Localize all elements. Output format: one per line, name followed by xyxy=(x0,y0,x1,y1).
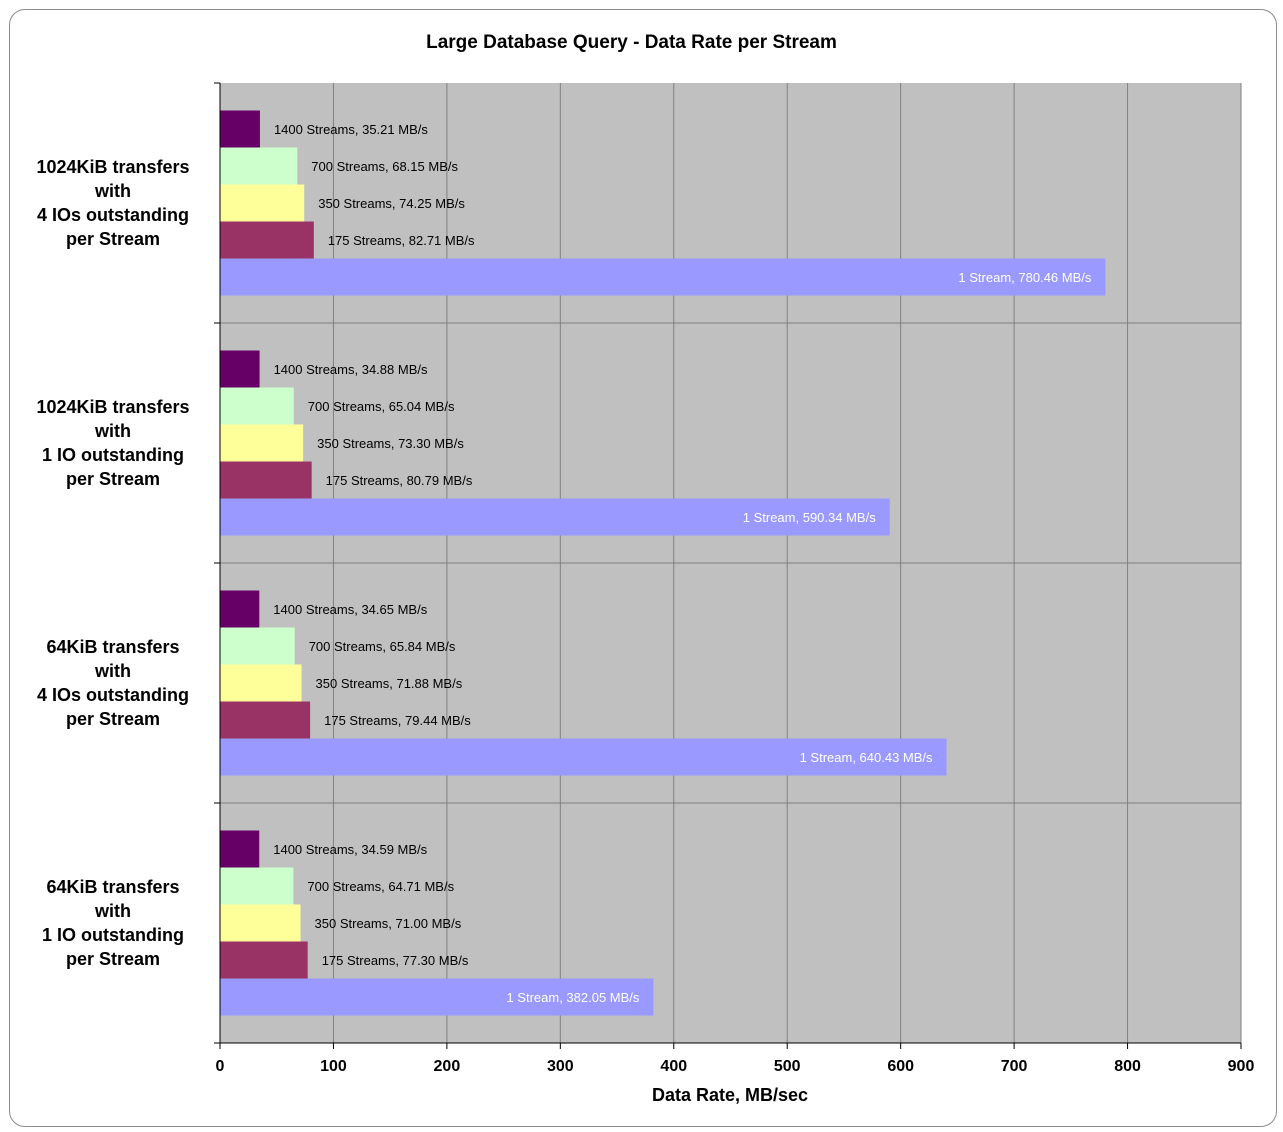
category-label: 1024KiB transfers with 1 IO outstanding per… xyxy=(36,397,189,489)
data-label: 1 Stream, 640.43 MB/s xyxy=(800,750,933,765)
data-label: 175 Streams, 82.71 MB/s xyxy=(328,233,475,248)
bar xyxy=(220,867,294,905)
data-label: 1400 Streams, 34.59 MB/s xyxy=(273,842,427,857)
bar xyxy=(220,904,301,942)
x-tick-label: 900 xyxy=(1228,1058,1255,1075)
bar xyxy=(220,941,308,979)
data-label: 350 Streams, 71.00 MB/s xyxy=(315,916,462,931)
data-label: 700 Streams, 65.04 MB/s xyxy=(308,399,455,414)
category-label: 64KiB transfers with 4 IOs outstanding per … xyxy=(37,637,189,729)
bar xyxy=(220,110,260,148)
data-label: 700 Streams, 68.15 MB/s xyxy=(311,159,458,174)
x-tick-label: 400 xyxy=(660,1058,687,1075)
x-tick-label: 100 xyxy=(320,1058,347,1075)
bar xyxy=(220,978,654,1016)
chart-title: Large Database Query - Data Rate per Str… xyxy=(426,32,837,53)
bar xyxy=(220,627,295,665)
bar xyxy=(220,350,260,388)
category-label: 64KiB transfers with 1 IO outstanding per S… xyxy=(42,877,184,969)
data-label: 1 Stream, 590.34 MB/s xyxy=(743,510,876,525)
bar xyxy=(220,461,312,499)
data-label: 1 Stream, 382.05 MB/s xyxy=(506,990,639,1005)
x-tick-label: 800 xyxy=(1114,1058,1141,1075)
bar xyxy=(220,147,298,185)
x-tick-label: 600 xyxy=(887,1058,914,1075)
data-label: 1400 Streams, 35.21 MB/s xyxy=(274,122,428,137)
bar xyxy=(220,498,890,536)
data-label: 1 Stream, 780.46 MB/s xyxy=(958,270,1091,285)
category-label: 1024KiB transfers with 4 IOs outstanding pe… xyxy=(36,157,189,249)
data-label: 350 Streams, 71.88 MB/s xyxy=(316,676,463,691)
data-label: 1400 Streams, 34.65 MB/s xyxy=(273,602,427,617)
data-label: 175 Streams, 77.30 MB/s xyxy=(322,953,469,968)
data-label: 700 Streams, 64.71 MB/s xyxy=(307,879,454,894)
data-label: 175 Streams, 80.79 MB/s xyxy=(326,473,473,488)
bar xyxy=(220,830,260,868)
data-label: 1400 Streams, 34.88 MB/s xyxy=(274,362,428,377)
data-label: 700 Streams, 65.84 MB/s xyxy=(309,639,456,654)
bar xyxy=(220,184,305,222)
data-label: 350 Streams, 73.30 MB/s xyxy=(317,436,464,451)
x-axis-title: Data Rate, MB/sec xyxy=(651,1085,809,1105)
bar xyxy=(220,590,260,628)
bar xyxy=(220,738,947,776)
x-tick-label: 700 xyxy=(1001,1058,1028,1075)
bar xyxy=(220,387,294,425)
bar xyxy=(220,221,314,259)
data-label: 350 Streams, 74.25 MB/s xyxy=(318,196,465,211)
x-tick-label: 0 xyxy=(216,1058,225,1075)
x-tick-label: 500 xyxy=(774,1058,801,1075)
data-label: 175 Streams, 79.44 MB/s xyxy=(324,713,471,728)
x-tick-label: 300 xyxy=(547,1058,574,1075)
x-tick-label: 200 xyxy=(434,1058,461,1075)
bar xyxy=(220,258,1106,296)
bar xyxy=(220,664,302,702)
bar xyxy=(220,424,304,462)
bar xyxy=(220,701,311,739)
